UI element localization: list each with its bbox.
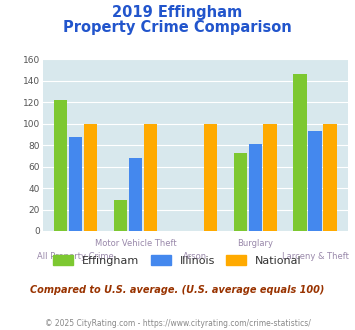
Text: Motor Vehicle Theft: Motor Vehicle Theft: [94, 239, 176, 248]
Bar: [144, 124, 157, 231]
Bar: [54, 100, 67, 231]
Text: All Property Crime: All Property Crime: [37, 252, 114, 261]
Text: Larceny & Theft: Larceny & Theft: [282, 252, 348, 261]
Text: © 2025 CityRating.com - https://www.cityrating.com/crime-statistics/: © 2025 CityRating.com - https://www.city…: [45, 319, 310, 328]
Text: 2019 Effingham: 2019 Effingham: [113, 5, 242, 20]
Legend: Effingham, Illinois, National: Effingham, Illinois, National: [54, 255, 301, 266]
Bar: [84, 124, 97, 231]
Bar: [263, 124, 277, 231]
Text: Property Crime Comparison: Property Crime Comparison: [63, 20, 292, 35]
Bar: [204, 124, 217, 231]
Bar: [323, 124, 337, 231]
Text: Burglary: Burglary: [237, 239, 273, 248]
Bar: [294, 74, 307, 231]
Bar: [308, 131, 322, 231]
Bar: [114, 200, 127, 231]
Text: Arson: Arson: [183, 252, 207, 261]
Bar: [248, 144, 262, 231]
Text: Compared to U.S. average. (U.S. average equals 100): Compared to U.S. average. (U.S. average …: [30, 285, 325, 295]
Bar: [129, 158, 142, 231]
Bar: [69, 137, 82, 231]
Bar: [234, 153, 247, 231]
